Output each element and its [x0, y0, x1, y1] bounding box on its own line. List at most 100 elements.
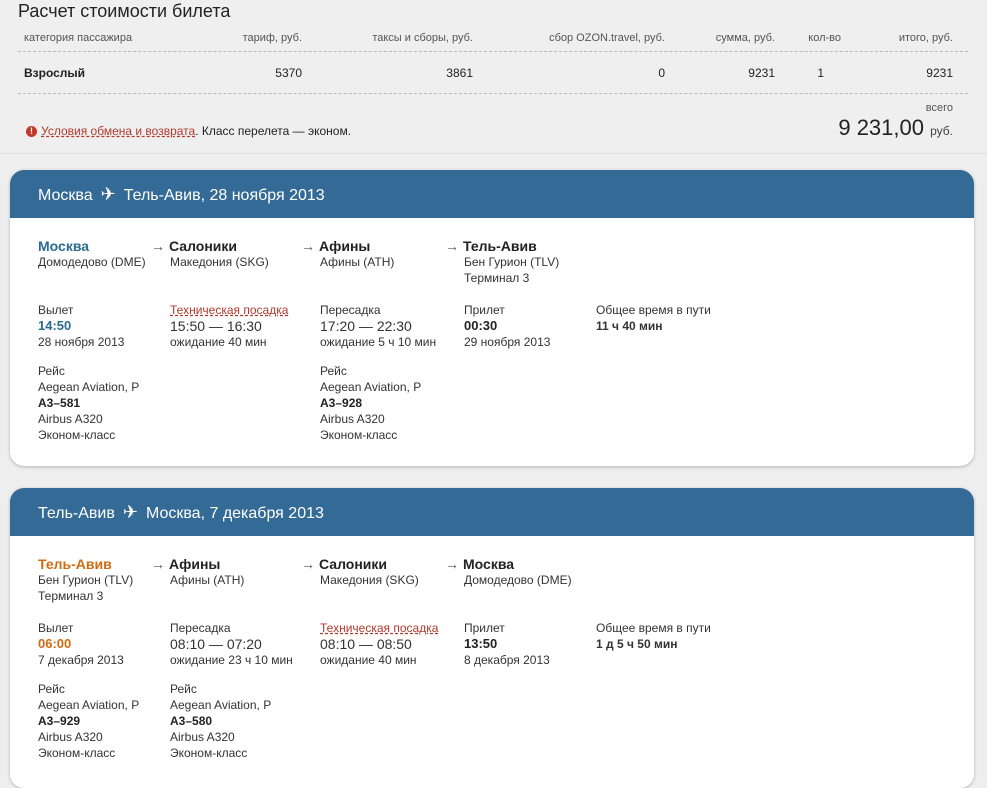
city-name: Афины	[169, 556, 221, 572]
airport-name: Афины (ATH)	[320, 255, 395, 269]
duration-label: Общее время в пути	[596, 303, 711, 317]
stop-time: 15:50 — 16:30	[170, 318, 262, 334]
technical-stop-block: Техническая посадка 15:50 — 16:30 ожидан…	[170, 302, 288, 350]
flight-number: A3–929	[38, 714, 81, 728]
route-point: Тель-Авив Бен Гурион (TLV) Терминал 3	[38, 556, 133, 604]
cell-ozon-fee: 0	[658, 66, 665, 80]
departure-date: 7 декабря 2013	[38, 653, 124, 667]
flight-origin: Москва	[38, 187, 93, 204]
airport-name: Афины (ATH)	[170, 573, 245, 587]
city-name: Москва	[38, 238, 90, 254]
total-value: 9 231,00	[838, 115, 924, 140]
departure-time: 14:50	[38, 318, 72, 333]
cabin-class: Эконом-класс	[170, 746, 248, 760]
cell-category: Взрослый	[24, 66, 86, 80]
class-info-text: . Класс перелета — эконом.	[195, 124, 352, 138]
col-header-sum: сумма, руб.	[715, 32, 775, 44]
route-point: → Афины Афины (ATH)	[301, 238, 394, 270]
leg-label: Рейс	[38, 364, 65, 378]
aircraft: Airbus A320	[38, 730, 103, 744]
arrival-time: 00:30	[464, 318, 498, 333]
total-label: всего	[925, 102, 953, 114]
city-name: Афины	[319, 238, 371, 254]
arrow-right-icon: →	[445, 556, 459, 572]
duration-value: 11 ч 40 мин	[596, 319, 663, 333]
transfer-block: Пересадка 17:20 — 22:30 ожидание 5 ч 10 …	[320, 302, 436, 350]
page-title: Расчет стоимости билета	[18, 1, 231, 21]
airport-name: Македония (SKG)	[320, 573, 419, 587]
leg-label: Рейс	[170, 682, 197, 696]
departure-block: Вылет 06:00 7 декабря 2013	[38, 620, 124, 668]
flight-card-outbound: Москва ✈ Тель-Авив, 28 ноября 2013 Москва …	[10, 170, 974, 466]
cabin-class: Эконом-класс	[38, 746, 116, 760]
flight-leg: Рейс Aegean Aviation, P A3–929 Airbus A3…	[38, 681, 139, 761]
route-point: → Тель-Авив Бен Гурион (TLV) Терминал 3	[445, 238, 559, 286]
airport-name: Бен Гурион (TLV)	[464, 255, 560, 269]
technical-stop-block: Техническая посадка 08:10 — 08:50 ожидан…	[320, 620, 438, 668]
technical-stop-link[interactable]: Техническая посадка	[320, 621, 439, 635]
leg-label: Рейс	[38, 682, 65, 696]
transfer-time: 17:20 — 22:30	[320, 318, 412, 334]
col-header-ozon-fee: сбор OZON.travel, руб.	[549, 32, 665, 44]
city-name: Салоники	[319, 556, 388, 572]
airline: Aegean Aviation, P	[38, 380, 140, 394]
arrow-right-icon: →	[301, 238, 315, 254]
col-header-fare: тариф, руб.	[242, 32, 302, 44]
route-point: → Салоники Македония (SKG)	[301, 556, 419, 588]
route-point: → Салоники Македония (SKG)	[151, 238, 269, 270]
cabin-class: Эконом-класс	[38, 428, 116, 442]
airport-name: Домодедово (DME)	[38, 255, 146, 269]
aircraft: Airbus A320	[170, 730, 235, 744]
arrival-label: Прилет	[464, 621, 505, 635]
aircraft: Airbus A320	[38, 412, 103, 426]
exchange-refund-link[interactable]: Условия обмена и возврата	[41, 124, 196, 138]
leg-label: Рейс	[320, 364, 347, 378]
arrow-right-icon: →	[151, 556, 165, 572]
terminal: Терминал 3	[38, 589, 104, 603]
city-name: Тель-Авив	[38, 556, 112, 572]
arrival-date: 29 ноября 2013	[464, 335, 551, 349]
cabin-class: Эконом-класс	[320, 428, 398, 442]
technical-stop-link[interactable]: Техническая посадка	[170, 303, 289, 317]
city-name: Тель-Авив	[463, 238, 537, 254]
airplane-icon: ✈	[122, 502, 138, 522]
aircraft: Airbus A320	[320, 412, 385, 426]
route-point: Москва Домодедово (DME)	[38, 238, 146, 270]
divider	[18, 51, 968, 52]
transfer-label: Пересадка	[320, 303, 381, 317]
transfer-time: 08:10 — 07:20	[170, 636, 262, 652]
total-amount: 9 231,00 руб.	[838, 115, 953, 141]
stop-time: 08:10 — 08:50	[320, 636, 412, 652]
departure-block: Вылет 14:50 28 ноября 2013	[38, 302, 124, 350]
flight-origin: Тель-Авив	[38, 505, 115, 522]
transfer-wait: ожидание 23 ч 10 мин	[170, 653, 293, 667]
departure-time: 06:00	[38, 636, 72, 651]
cell-taxes: 3861	[446, 66, 473, 80]
transfer-block: Пересадка 08:10 — 07:20 ожидание 23 ч 10…	[170, 620, 293, 668]
col-header-total: итого, руб.	[898, 32, 953, 44]
route-point: → Москва Домодедово (DME)	[445, 556, 572, 588]
flight-destination-date: Тель-Авив, 28 ноября 2013	[123, 187, 325, 204]
flight-number: A3–928	[320, 396, 363, 410]
col-header-qty: кол-во	[808, 32, 841, 44]
transfer-label: Пересадка	[170, 621, 231, 635]
stop-wait: ожидание 40 мин	[170, 335, 267, 349]
city-name: Москва	[463, 556, 515, 572]
arrival-block: Прилет 00:30 29 ноября 2013	[464, 302, 550, 350]
airline: Aegean Aviation, P	[320, 380, 422, 394]
departure-date: 28 ноября 2013	[38, 335, 125, 349]
route-point: → Афины Афины (ATH)	[151, 556, 244, 588]
col-header-category: категория пассажира	[24, 32, 133, 44]
flight-card-return: Тель-Авив ✈ Москва, 7 декабря 2013 Тель-Ав…	[10, 488, 974, 788]
departure-label: Вылет	[38, 303, 74, 317]
airport-name: Македония (SKG)	[170, 255, 269, 269]
flight-header: Москва ✈ Тель-Авив, 28 ноября 2013	[10, 170, 974, 218]
price-summary: Расчет стоимости билета категория пассаж…	[0, 0, 987, 154]
arrival-block: Прилет 13:50 8 декабря 2013	[464, 620, 550, 668]
transfer-wait: ожидание 5 ч 10 мин	[320, 335, 437, 349]
airport-name: Бен Гурион (TLV)	[38, 573, 134, 587]
arrow-right-icon: →	[151, 238, 165, 254]
arrow-right-icon: →	[301, 556, 315, 572]
flight-destination-date: Москва, 7 декабря 2013	[145, 505, 324, 522]
terminal: Терминал 3	[464, 271, 530, 285]
